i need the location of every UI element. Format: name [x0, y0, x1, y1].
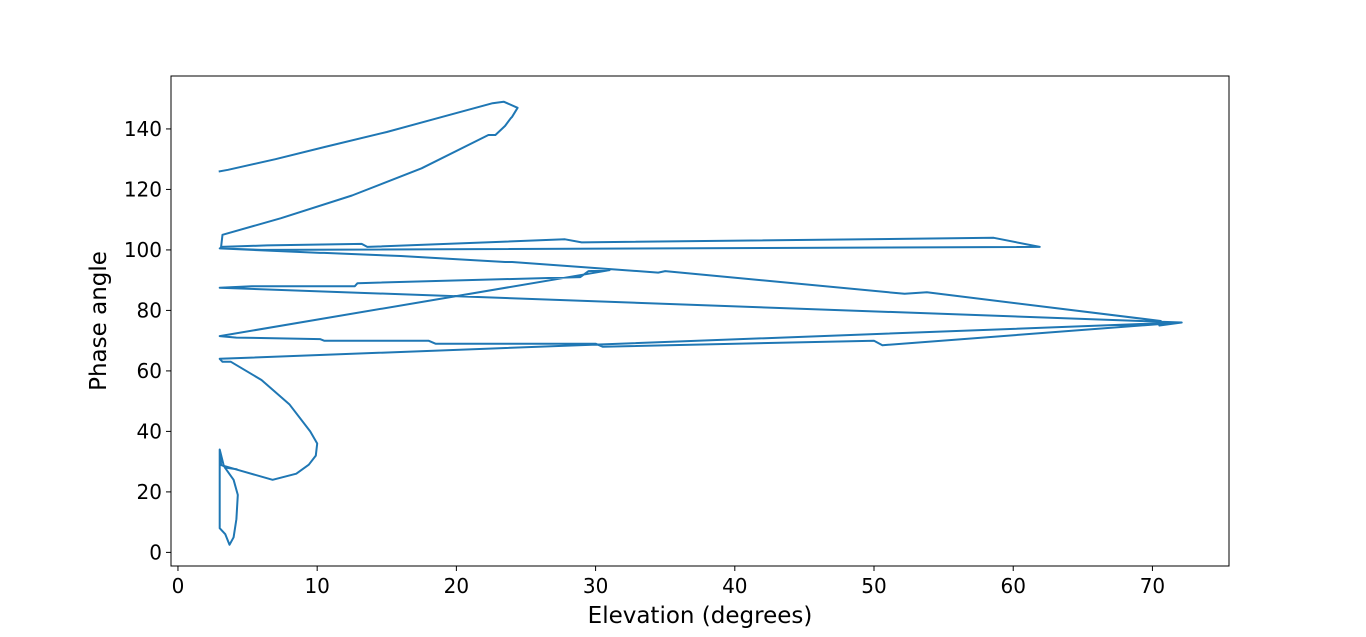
- y-tick-label: 20: [137, 480, 162, 504]
- x-axis: 0 10 20 30 40 50 60 70: [172, 566, 1165, 598]
- y-tick-label: 60: [137, 359, 162, 383]
- x-tick-label: 40: [722, 574, 747, 598]
- series-line-0: [218, 100, 1183, 546]
- plot-area: [218, 100, 1183, 546]
- y-tick-label: 80: [137, 298, 162, 322]
- y-tick-label: 40: [137, 419, 162, 443]
- x-tick-label: 50: [861, 574, 886, 598]
- x-tick-label: 70: [1140, 574, 1165, 598]
- x-tick-label: 0: [172, 574, 185, 598]
- x-axis-title: Elevation (degrees): [588, 603, 813, 629]
- y-axis-title: Phase angle: [86, 251, 112, 391]
- y-tick-label: 120: [124, 177, 162, 201]
- y-tick-label: 140: [124, 117, 162, 141]
- x-tick-label: 30: [583, 574, 608, 598]
- y-axis: 0 20 40 60 80 100 120 140: [124, 117, 171, 564]
- x-tick-label: 60: [1000, 574, 1025, 598]
- y-tick-label: 100: [124, 238, 162, 262]
- x-tick-label: 20: [444, 574, 469, 598]
- y-tick-label: 0: [149, 540, 162, 564]
- axes-frame: [170, 75, 1230, 567]
- x-tick-label: 10: [304, 574, 329, 598]
